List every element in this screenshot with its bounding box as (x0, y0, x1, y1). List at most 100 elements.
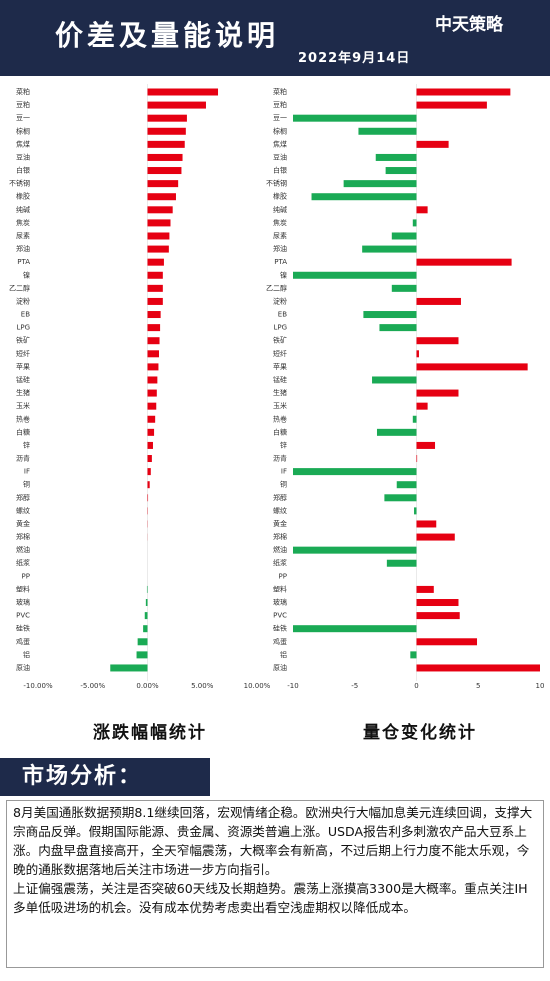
category-label: 玻璃 (16, 598, 30, 607)
bar (147, 206, 173, 214)
category-label: 铁矿 (16, 336, 30, 345)
bar (147, 167, 182, 175)
category-label: IF (281, 468, 287, 476)
category-label: EB (21, 311, 30, 319)
bar (293, 468, 417, 476)
bar (416, 664, 540, 672)
bar (416, 533, 455, 541)
category-label: 菜粕 (273, 87, 287, 96)
bar (414, 507, 417, 515)
paragraph: 8月美国通胀数据预期8.1继续回落，宏观情绪企稳。欧洲央行大幅加息美元连续回调，… (13, 805, 533, 877)
bar (293, 546, 417, 554)
category-label: 纯碱 (16, 205, 30, 214)
x-tick-label: -5.00% (80, 682, 105, 690)
category-label: 白糖 (16, 427, 30, 436)
category-label: PTA (17, 258, 30, 266)
category-label: PVC (16, 612, 30, 620)
category-label: 尿素 (16, 231, 30, 240)
category-label: 郑醇 (16, 493, 30, 502)
bar (147, 258, 164, 266)
category-label: 焦炭 (16, 218, 30, 227)
category-label: 菜粕 (16, 87, 30, 96)
bar (416, 520, 437, 528)
category-label: 生猪 (16, 388, 30, 397)
category-label: 生猪 (273, 388, 287, 397)
category-label: 鸡蛋 (273, 637, 287, 646)
category-label: 橡胶 (273, 192, 287, 201)
category-label: 玉米 (273, 401, 287, 410)
category-label: 硅铁 (273, 624, 287, 633)
bar (416, 206, 428, 214)
bar (375, 153, 417, 161)
bar (416, 612, 460, 620)
x-tick-label: -10 (287, 682, 298, 690)
category-label: 镍 (23, 270, 30, 279)
header-date: 2022年9月14日 (298, 51, 411, 66)
category-label: 淀粉 (16, 296, 30, 305)
category-label: 郑油 (273, 244, 287, 253)
category-label: EB (278, 311, 287, 319)
bar (147, 455, 152, 463)
category-label: 郑棉 (16, 532, 30, 541)
category-label: 黄金 (16, 519, 30, 528)
header: 价差及量能说明 2022年9月14日 中天策略 (0, 0, 550, 76)
bar (147, 494, 149, 502)
category-label: 原油 (273, 663, 287, 672)
category-label: 燃油 (273, 545, 287, 554)
bar (147, 415, 156, 423)
category-label: 豆一 (273, 114, 287, 122)
bar (147, 88, 219, 96)
bar (147, 297, 163, 305)
bar (379, 324, 417, 332)
category-label: 乙二醇 (9, 283, 30, 292)
bar (311, 193, 417, 201)
bar (143, 625, 148, 633)
bar (147, 271, 163, 279)
category-label: 乙二醇 (266, 283, 287, 292)
bar (416, 638, 478, 646)
bar (110, 664, 148, 672)
category-label: 热卷 (273, 414, 287, 423)
x-tick-label: 5 (476, 682, 480, 690)
category-label: 螺纹 (273, 506, 287, 515)
category-label: PVC (273, 612, 287, 620)
category-label: 锌 (23, 440, 30, 449)
bar (147, 311, 161, 319)
category-label: 玉米 (16, 401, 30, 410)
bar (416, 599, 459, 607)
category-label: 热卷 (16, 414, 30, 423)
bar (147, 140, 185, 148)
bar (416, 585, 434, 593)
chart-title: 量仓变化统计 (363, 722, 477, 743)
category-label: 铁矿 (273, 336, 287, 345)
category-label: PP (22, 572, 30, 580)
category-label: 鸡蛋 (16, 637, 30, 646)
category-label: 焦炭 (273, 218, 287, 227)
category-label: 郑棉 (273, 532, 287, 541)
category-label: 玻璃 (273, 598, 287, 607)
bar (396, 481, 417, 489)
bar (372, 376, 417, 384)
category-label: 豆油 (16, 152, 30, 161)
bar (147, 180, 179, 188)
category-label: 焦煤 (273, 139, 287, 148)
x-tick-label: 5.00% (191, 682, 214, 690)
bar (147, 232, 170, 240)
bar (145, 599, 148, 607)
bar (136, 651, 148, 659)
category-label: 螺纹 (16, 506, 30, 515)
category-label: 郑油 (16, 244, 30, 253)
bar (376, 428, 417, 436)
charts: -10.00% -5.00% 0.00% 5.00% 10.00%菜粕豆粕豆一棕榈焦煤豆… (9, 84, 544, 743)
bar (147, 481, 150, 489)
category-label: LPG (273, 324, 287, 332)
category-label: 豆油 (273, 152, 287, 161)
category-label: 沥青 (16, 454, 30, 463)
bar (385, 167, 417, 175)
category-label: 白糖 (273, 427, 287, 436)
bar (416, 258, 512, 266)
x-tick-label: -5 (351, 682, 358, 690)
bar (147, 402, 157, 410)
bar (147, 350, 159, 358)
